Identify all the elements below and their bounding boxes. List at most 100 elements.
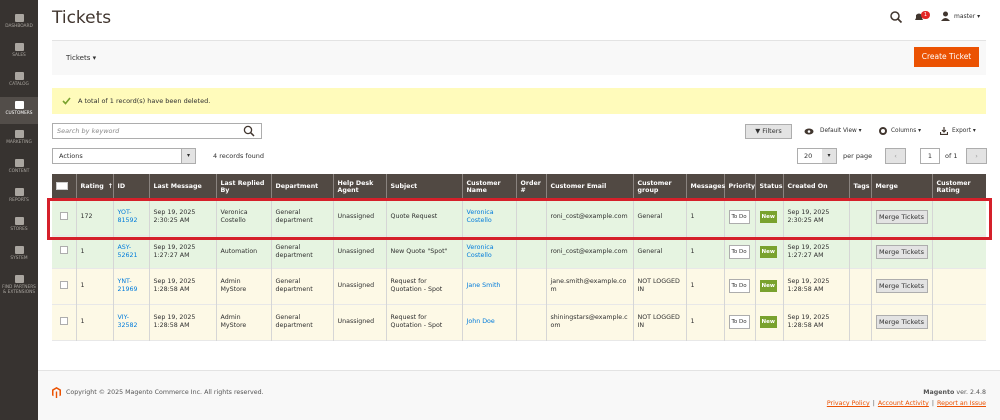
- customer-link[interactable]: Veronica Costello: [466, 243, 494, 259]
- column-header[interactable]: Last Message: [148, 174, 216, 200]
- sidebar-icon: [14, 130, 24, 138]
- footer-link[interactable]: Account Activity: [877, 400, 929, 407]
- cell: John Doe: [461, 304, 516, 340]
- row-checkbox[interactable]: [59, 280, 68, 289]
- create-ticket-button[interactable]: Create Ticket: [914, 47, 979, 67]
- cell-text: roni_cost@example.com: [550, 213, 628, 221]
- column-header[interactable]: Merge: [870, 174, 932, 200]
- customer-link[interactable]: Veronica Costello: [466, 209, 494, 225]
- actions-select[interactable]: [52, 148, 196, 164]
- ticket-id-link[interactable]: ASY-52621: [117, 243, 138, 259]
- customer-link[interactable]: Jane Smith: [466, 282, 501, 289]
- sidebar-item[interactable]: STORES: [0, 213, 38, 240]
- footer-link[interactable]: Report an Issue: [936, 400, 986, 407]
- column-label: Priority: [728, 183, 756, 191]
- per-page-label: per page: [843, 152, 873, 160]
- search-button[interactable]: [243, 125, 255, 137]
- cell: Sep 19, 2025 1:28:58 AM: [148, 304, 216, 340]
- column-header[interactable]: Subject: [385, 174, 462, 200]
- column-header[interactable]: Rating ↑: [75, 174, 113, 200]
- columns-menu[interactable]: Columns ▾: [891, 128, 921, 134]
- cell-text: 1: [690, 282, 695, 289]
- sidebar-item[interactable]: CUSTOMERS: [0, 97, 38, 124]
- column-header[interactable]: Customer group: [632, 174, 686, 200]
- sidebar-item[interactable]: SYSTEM: [0, 242, 38, 269]
- column-header[interactable]: Tags: [848, 174, 871, 200]
- merge-button[interactable]: Merge Tickets: [875, 279, 928, 293]
- sidebar-item[interactable]: REPORTS: [0, 184, 38, 211]
- cell: [931, 200, 986, 235]
- user-menu[interactable]: master ▾: [954, 13, 981, 20]
- column-header[interactable]: Created On: [782, 174, 849, 200]
- ticket-id-link[interactable]: YNT-21969: [117, 278, 138, 293]
- row-checkbox[interactable]: [59, 316, 68, 325]
- view-switcher[interactable]: Tickets ▾: [66, 54, 97, 62]
- cell: Automation: [215, 235, 271, 268]
- cell-text: 1: [80, 282, 85, 289]
- column-header[interactable]: Customer Rating: [931, 174, 986, 200]
- view-menu[interactable]: Default View ▾: [820, 128, 862, 134]
- sidebar-item[interactable]: SALES: [0, 39, 38, 66]
- filters-button[interactable]: ▼ Filters: [745, 124, 792, 139]
- sidebar-item[interactable]: CONTENT: [0, 155, 38, 182]
- next-page[interactable]: ›: [966, 148, 987, 164]
- sidebar-item[interactable]: CATALOG: [0, 68, 38, 95]
- column-header[interactable]: Department: [270, 174, 333, 200]
- ticket-id-link[interactable]: VIY-32582: [117, 314, 138, 329]
- column-header[interactable]: Customer Name: [461, 174, 516, 200]
- merge-button[interactable]: Merge Tickets: [875, 315, 928, 329]
- select-all-checkbox[interactable]: [56, 181, 68, 190]
- sidebar-item[interactable]: FIND PARTNERS & EXTENSIONS: [0, 271, 38, 303]
- cell: Sep 19, 2025 1:28:58 AM: [148, 268, 216, 304]
- footer-link[interactable]: Privacy Policy: [826, 400, 870, 407]
- cell-text: Sep 19, 2025 2:30:25 AM: [787, 209, 830, 225]
- sidebar-item[interactable]: DASHBOARD: [0, 10, 38, 37]
- success-icon: [62, 97, 71, 105]
- brand: Magento: [923, 389, 955, 396]
- cell: To Do: [723, 304, 755, 340]
- ticket-id-link[interactable]: YOT-81592: [117, 209, 138, 225]
- cell: shiningstars@example.com: [545, 304, 633, 340]
- per-page-arrow[interactable]: ▾: [822, 149, 836, 163]
- cell: Merge Tickets: [870, 268, 932, 304]
- column-header[interactable]: Last Replied By: [215, 174, 271, 200]
- customer-link[interactable]: John Doe: [466, 318, 495, 325]
- actions-arrow[interactable]: ▾: [181, 149, 195, 163]
- search-icon[interactable]: [889, 10, 903, 24]
- column-header[interactable]: Messages: [685, 174, 725, 200]
- sidebar-label: CUSTOMERS: [5, 111, 33, 116]
- column-header[interactable]: Customer Email: [545, 174, 633, 200]
- merge-button[interactable]: Merge Tickets: [875, 244, 928, 259]
- sidebar-label: SYSTEM: [10, 256, 28, 261]
- merge-button[interactable]: Merge Tickets: [875, 210, 928, 225]
- cell-text: Unassigned: [337, 318, 375, 325]
- sidebar-icon: [14, 43, 24, 51]
- cell: [931, 304, 986, 340]
- cell: 1: [685, 200, 724, 235]
- export-menu[interactable]: Export ▾: [952, 128, 976, 134]
- version: ver. 2.4.8: [956, 389, 986, 396]
- column-header[interactable]: Status: [754, 174, 783, 200]
- user-icon[interactable]: [941, 11, 950, 21]
- cell: General department: [270, 200, 333, 235]
- page-input[interactable]: 1: [920, 148, 940, 164]
- switcher-label: Tickets: [66, 54, 91, 62]
- notification-count[interactable]: 1: [921, 11, 930, 19]
- status-badge: New: [759, 211, 777, 224]
- cell: Sep 19, 2025 1:27:27 AM: [148, 235, 216, 268]
- column-header[interactable]: Priority: [723, 174, 756, 200]
- sidebar-item[interactable]: MARKETING: [0, 126, 38, 153]
- search-input[interactable]: [52, 123, 262, 139]
- row-checkbox[interactable]: [59, 246, 68, 254]
- cell: Sep 19, 2025 1:28:58 AM: [782, 304, 849, 340]
- column-header[interactable]: Help Desk Agent: [332, 174, 386, 200]
- cell: Merge Tickets: [870, 200, 932, 235]
- row-checkbox[interactable]: [59, 211, 68, 220]
- sidebar-label: FIND PARTNERS & EXTENSIONS: [2, 285, 36, 295]
- cell-text: 1: [80, 318, 85, 325]
- prev-page[interactable]: ‹: [885, 148, 906, 164]
- cell: Veronica Costello: [461, 235, 516, 268]
- column-header[interactable]: Order #: [515, 174, 546, 200]
- cell-text: Sep 19, 2025 1:28:58 AM: [787, 278, 830, 293]
- column-header[interactable]: ID: [112, 174, 149, 200]
